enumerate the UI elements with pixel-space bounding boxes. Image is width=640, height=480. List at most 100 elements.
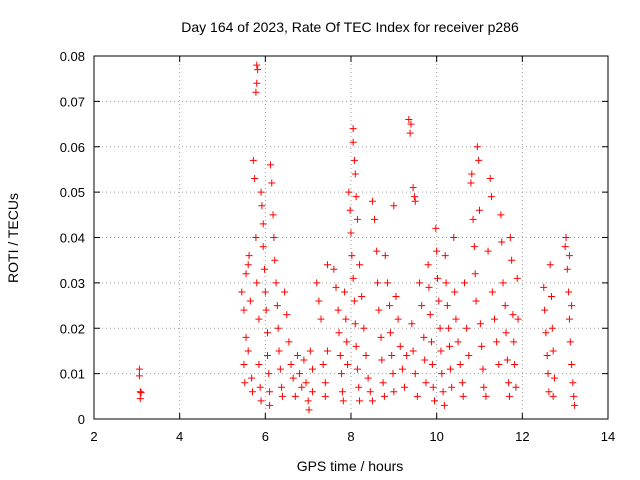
- data-point: [270, 234, 278, 241]
- data-point: [261, 288, 269, 296]
- x-axis-tick-labels: 2 4 6 8 10 12 14: [90, 429, 615, 444]
- data-point: [252, 234, 260, 241]
- data-point: [388, 351, 396, 359]
- data-point: [293, 351, 301, 359]
- data-point: [502, 329, 510, 337]
- data-point: [479, 365, 487, 373]
- data-point: [425, 283, 433, 291]
- data-point: [446, 365, 454, 373]
- data-point: [439, 388, 447, 396]
- data-point: [458, 379, 466, 387]
- data-point: [445, 324, 453, 332]
- data-point: [396, 342, 404, 350]
- data-point: [356, 397, 364, 405]
- data-point: [437, 347, 445, 355]
- data-point: [408, 320, 416, 328]
- data-point: [406, 129, 414, 137]
- data-point: [540, 283, 548, 291]
- data-point: [349, 125, 357, 133]
- data-point: [438, 370, 446, 378]
- data-point: [484, 247, 492, 255]
- data-point: [360, 324, 368, 332]
- data-point: [248, 388, 256, 396]
- data-point: [257, 397, 265, 405]
- data-point: [509, 311, 517, 319]
- data-point: [409, 184, 417, 192]
- data-point: [256, 383, 264, 391]
- y-axis-label: ROTI / TECUs: [5, 193, 21, 283]
- data-point: [308, 365, 316, 373]
- data-point: [296, 370, 304, 378]
- data-point: [407, 120, 415, 128]
- data-point: [275, 347, 283, 355]
- data-point: [351, 320, 359, 328]
- data-point: [454, 338, 462, 346]
- x-tick-label: 12: [515, 429, 529, 444]
- data-point: [323, 261, 331, 269]
- data-point: [343, 338, 351, 346]
- data-point: [470, 243, 478, 251]
- data-point: [503, 356, 511, 364]
- data-point: [569, 379, 577, 387]
- data-point: [431, 397, 439, 405]
- data-point: [472, 297, 480, 305]
- data-point: [390, 388, 398, 396]
- data-point: [511, 361, 519, 369]
- data-point: [300, 356, 308, 364]
- data-point: [568, 302, 576, 310]
- data-point: [136, 388, 144, 396]
- data-point: [394, 315, 402, 323]
- data-point: [241, 379, 249, 387]
- data-point: [424, 261, 432, 269]
- data-point: [255, 361, 263, 369]
- data-point: [386, 302, 394, 310]
- data-point: [508, 256, 516, 264]
- data-point: [542, 329, 550, 337]
- data-point: [476, 320, 484, 328]
- data-point: [240, 306, 248, 314]
- data-point: [335, 329, 343, 337]
- data-point: [475, 156, 483, 164]
- data-point: [450, 234, 458, 241]
- data-point: [386, 329, 394, 337]
- data-point: [349, 274, 357, 282]
- data-point: [561, 243, 569, 251]
- data-point: [353, 365, 361, 373]
- data-point: [339, 397, 347, 405]
- data-point: [380, 392, 388, 400]
- data-point: [349, 138, 357, 146]
- data-point: [341, 288, 349, 296]
- data-point: [467, 179, 475, 187]
- data-point: [514, 315, 522, 323]
- data-point: [249, 156, 257, 164]
- data-point: [347, 229, 355, 237]
- data-point: [390, 202, 398, 210]
- data-point: [278, 383, 286, 391]
- data-point: [338, 370, 346, 378]
- data-point: [137, 389, 145, 397]
- data-point: [242, 270, 250, 278]
- data-point: [338, 388, 346, 396]
- data-point: [377, 333, 385, 341]
- data-point: [433, 247, 441, 255]
- data-point: [304, 397, 312, 405]
- data-point: [513, 274, 521, 282]
- data-point: [389, 370, 397, 378]
- data-point: [344, 361, 352, 369]
- data-point: [422, 379, 430, 387]
- data-point: [272, 279, 280, 287]
- data-point: [353, 215, 361, 223]
- data-point: [546, 261, 554, 269]
- data-point: [358, 292, 366, 300]
- data-point: [342, 315, 350, 323]
- data-point: [461, 279, 469, 287]
- data-point: [287, 361, 295, 369]
- data-point: [319, 361, 327, 369]
- data-point: [429, 383, 437, 391]
- data-point: [499, 279, 507, 287]
- data-point: [254, 66, 262, 74]
- data-point: [368, 397, 376, 405]
- data-point: [285, 338, 293, 346]
- data-point: [568, 361, 576, 369]
- data-point: [135, 365, 143, 373]
